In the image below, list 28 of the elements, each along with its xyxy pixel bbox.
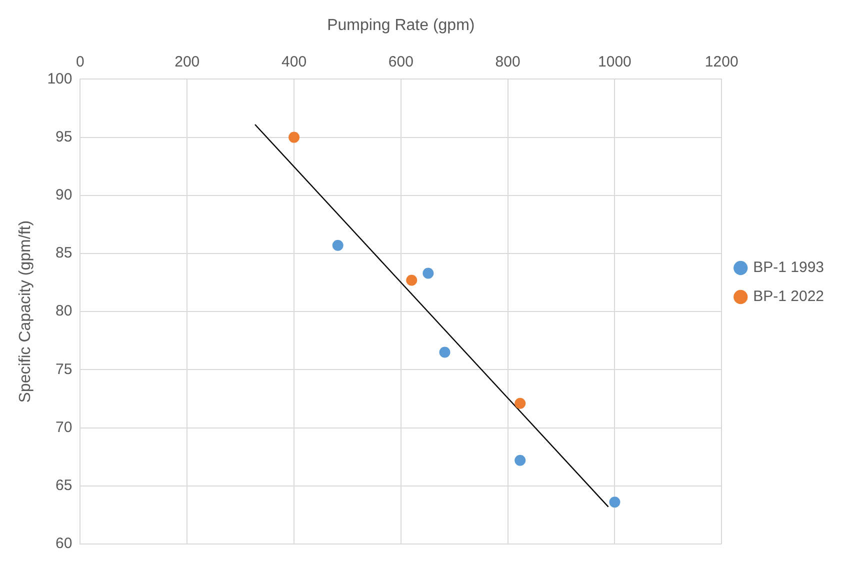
point (514, 454, 526, 466)
y-tick-label: 75 (56, 360, 72, 378)
x-tick-label: 600 (388, 53, 414, 70)
y-tick-label: 60 (56, 535, 72, 552)
x-tick-label: 200 (174, 53, 200, 70)
x-tick-label: 400 (282, 53, 307, 70)
x-tick-label: 1000 (598, 53, 632, 70)
point (332, 240, 344, 251)
point (439, 346, 450, 358)
point (288, 132, 300, 143)
x-tick-label: 1200 (704, 53, 738, 70)
y-tick-label: 85 (56, 244, 72, 262)
y-tick-label: 80 (56, 302, 72, 320)
y-tick-label: 100 (47, 70, 72, 88)
legend-label: BP-1 2022 (753, 288, 824, 306)
point (514, 398, 526, 409)
y-tick-label: 90 (56, 186, 72, 204)
y-axis-title: Specific Capacity (gpm/ft) (17, 220, 34, 403)
point (422, 268, 434, 279)
x-tick-label: 800 (495, 53, 520, 70)
point (406, 274, 418, 286)
x-tick-label: 0 (76, 53, 84, 70)
y-tick-label: 65 (56, 477, 72, 494)
y-tick-label: 95 (56, 128, 72, 146)
x-axis-title: Pumping Rate (gpm) (327, 17, 475, 34)
y-tick-label: 70 (56, 418, 72, 436)
legend-label: BP-1 1993 (753, 259, 824, 276)
point (609, 496, 620, 508)
